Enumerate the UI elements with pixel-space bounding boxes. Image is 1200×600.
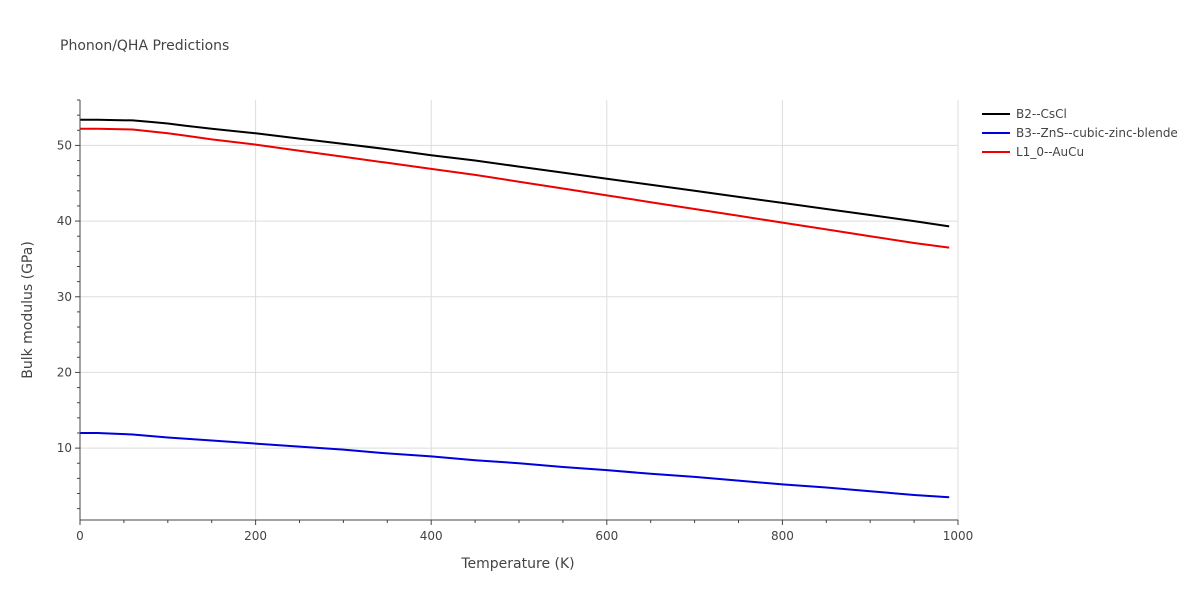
legend-label: B3--ZnS--cubic-zinc-blende — [1016, 126, 1178, 140]
series-line-2 — [80, 432, 950, 499]
legend-label: B2--CsCl — [1016, 107, 1067, 121]
chart-title: Phonon/QHA Predictions — [60, 38, 229, 54]
x-tick-label: 800 — [771, 529, 794, 543]
y-tick-label: 50 — [57, 138, 72, 152]
x-tick-label: 1000 — [943, 529, 974, 543]
legend-item[interactable]: L1_0--AuCu — [982, 145, 1084, 159]
legend-label: L1_0--AuCu — [1016, 145, 1084, 159]
x-tick-label: 400 — [420, 529, 443, 543]
x-axis-label: Temperature (K) — [460, 556, 574, 572]
y-tick-label: 40 — [57, 214, 72, 228]
y-tick-label: 20 — [57, 365, 72, 379]
x-tick-label: 0 — [76, 529, 84, 543]
axes: 0 200 400 600 800 1000 10 20 30 40 50 — [57, 99, 974, 543]
series-line-3 — [80, 127, 950, 249]
x-tick-label: 200 — [244, 529, 267, 543]
legend-item[interactable]: B2--CsCl — [982, 107, 1067, 121]
legend-item[interactable]: B3--ZnS--cubic-zinc-blende — [982, 126, 1178, 140]
y-axis-label: Bulk modulus (GPa) — [20, 241, 36, 379]
y-tick-label: 30 — [57, 290, 72, 304]
series-line-1 — [80, 118, 950, 228]
y-tick-label: 10 — [57, 441, 72, 455]
x-tick-label: 600 — [595, 529, 618, 543]
grid-lines — [80, 100, 959, 520]
legend: B2--CsCl B3--ZnS--cubic-zinc-blende L1_0--… — [982, 107, 1178, 159]
series-lines — [80, 118, 950, 499]
